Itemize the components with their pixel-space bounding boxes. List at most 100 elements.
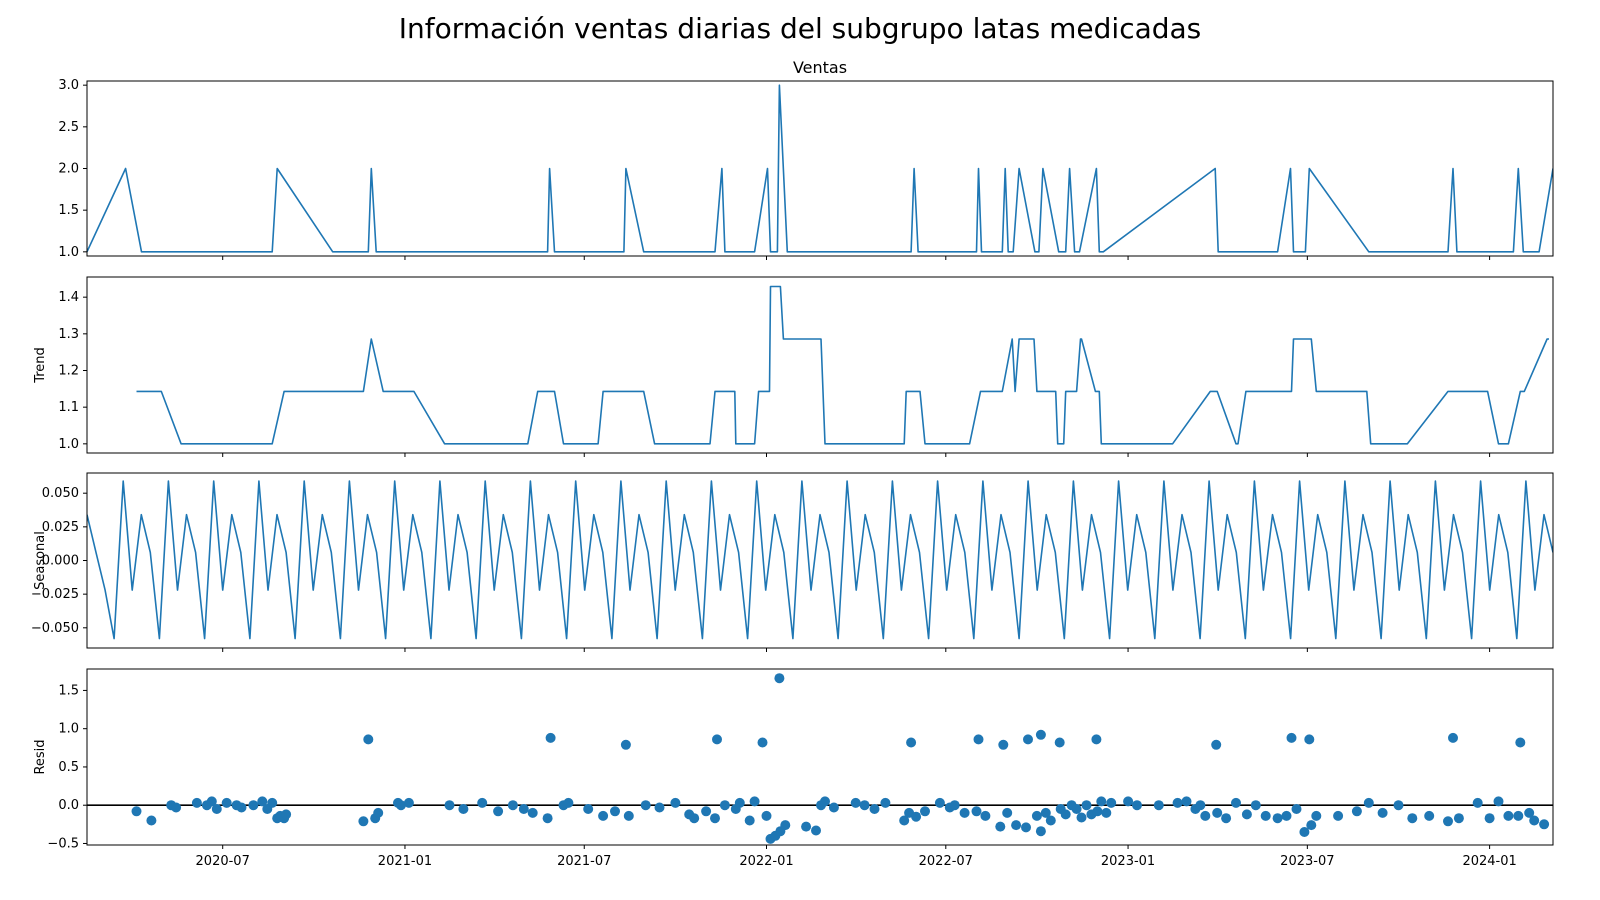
series-line [136,285,1549,445]
panel-frame [86,276,1554,454]
y-axis-label: Seasonal [33,531,48,590]
resid-point [780,820,791,831]
resid-point [670,797,681,808]
resid-point [899,815,910,826]
resid-point [527,807,538,818]
y-tick-label: 0.000 [42,554,79,569]
resid-point [1092,806,1103,817]
resid-point [749,796,760,807]
resid-point [1260,810,1271,821]
y-tick-label: 2.0 [58,162,79,177]
resid-point [1096,796,1107,807]
resid-point [1212,807,1223,818]
y-tick-label: 0.0 [58,798,79,813]
resid-point [1250,800,1261,811]
panel-frame [86,80,1554,257]
resid-point [598,810,609,821]
resid-point [1493,796,1504,807]
resid-point [542,813,553,824]
resid-point [1407,813,1418,824]
y-tick-label: 1.0 [58,437,79,452]
resid-point [1291,804,1302,814]
resid-point [403,797,414,808]
resid-point [477,797,488,808]
resid-point [689,813,700,824]
resid-point [1424,810,1435,821]
resid-point [1363,797,1374,808]
resid-point [1377,807,1388,818]
y-tick-label: 0.025 [42,520,79,535]
resid-point [654,802,665,813]
resid-point [396,800,406,811]
resid-point [1071,804,1082,814]
x-tick-label: 2022-07 [919,854,973,869]
resid-point [911,811,922,822]
resid-point [281,809,292,820]
resid-point [949,800,960,811]
resid-point [1299,827,1310,837]
y-tick-label: −0.025 [31,587,79,602]
resid-point [1123,796,1134,807]
resid-point [1448,732,1458,743]
y-tick-label: 2.5 [58,120,79,135]
y-tick-label: 1.2 [58,364,79,379]
resid-point [1021,822,1031,833]
resid-point [507,800,518,811]
x-tick-label: 2021-01 [378,854,432,869]
y-tick-label: 1.4 [58,290,79,305]
resid-point [1023,734,1033,745]
resid-point [719,800,730,811]
resid-point [1513,810,1524,821]
resid-point [1045,815,1056,826]
resid-point [358,816,369,827]
y-axis-label: Resid [33,739,48,774]
resid-point [1200,810,1211,821]
resid-point [973,734,984,745]
figure-title: Información ventas diarias del subgrupo … [398,12,1202,45]
resid-point [1453,813,1464,824]
y-tick-label: 1.0 [58,245,79,260]
panel-frame [86,668,1554,846]
resid-point [859,800,870,811]
x-tick-label: 2022-01 [739,854,793,869]
resid-point [257,796,268,807]
resid-point [1524,807,1535,818]
resid-point [744,815,755,826]
y-tick-label: 1.5 [58,683,79,698]
series-line [87,84,1553,253]
resid-point [236,802,247,813]
y-tick-label: 1.0 [58,722,79,737]
x-tick-label: 2023-07 [1280,854,1334,869]
x-tick-label: 2023-01 [1101,854,1155,869]
resid-point [820,796,830,807]
series-line [87,480,1553,640]
resid-point [828,802,839,813]
resid-point [191,797,202,808]
resid-point [1351,806,1362,817]
resid-point [1484,813,1495,824]
resid-point [640,800,651,811]
resid-point [998,739,1009,750]
resid-point [221,797,232,808]
y-tick-label: 1.1 [58,400,79,415]
y-tick-label: 0.5 [58,760,79,775]
resid-point [801,821,812,832]
resid-point [1181,796,1192,807]
resid-point [1011,820,1022,831]
resid-point [1333,810,1344,821]
resid-point [734,797,745,808]
y-tick-label: −0.5 [47,836,79,851]
resid-point [373,807,384,818]
resid-point [1054,737,1065,748]
resid-point [761,810,772,821]
resid-point [146,815,157,826]
x-tick-label: 2020-07 [196,854,250,869]
resid-point [458,804,469,814]
resid-point [1040,807,1051,818]
resid-point [1529,815,1540,826]
resid-point [1286,732,1297,743]
resid-point [1231,797,1241,808]
resid-point [1081,800,1092,811]
resid-point [934,797,945,808]
resid-point [444,800,455,811]
